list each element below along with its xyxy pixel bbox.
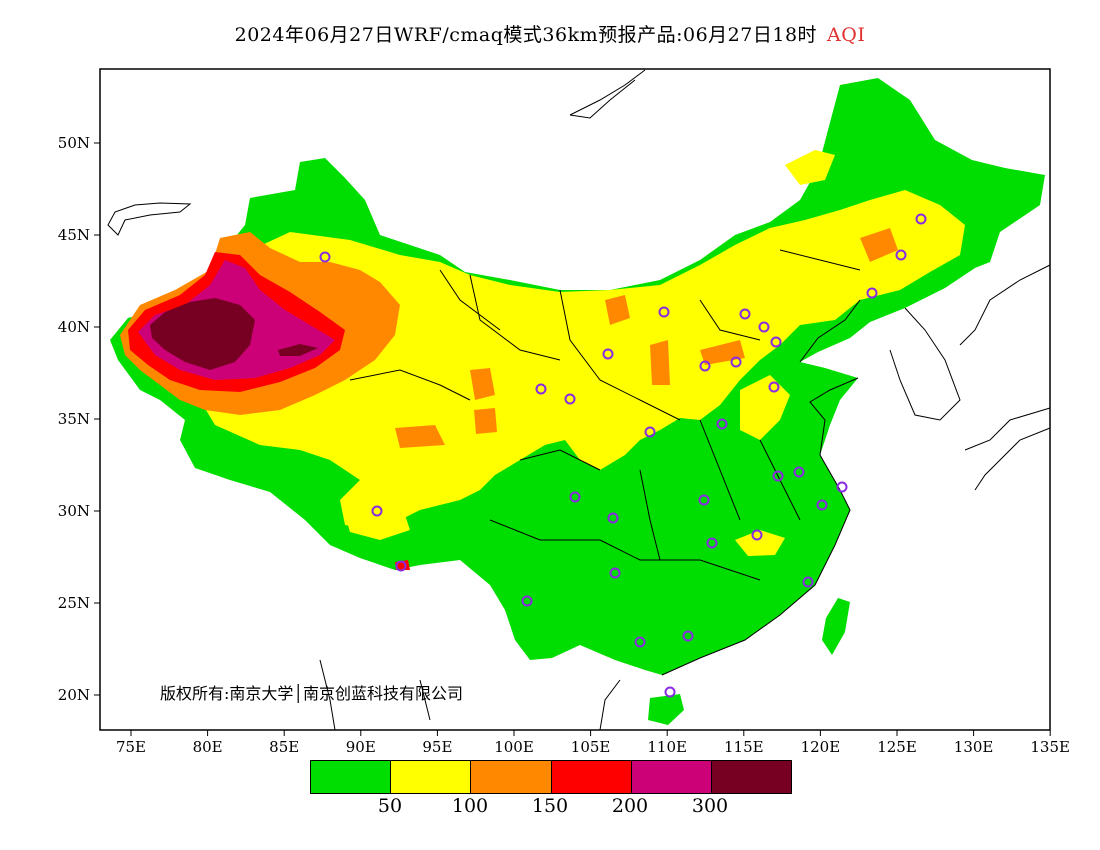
lat-label-20N: 20N	[58, 686, 90, 704]
region-maroon-east	[278, 344, 318, 356]
longitude-labels: 75E 80E 85E 90E 95E 100E 105E 110E 115E 120E 125E 1…	[116, 730, 1070, 756]
legend-swatch	[471, 761, 552, 793]
legend-swatch	[311, 761, 392, 793]
kazakh-lake	[107, 202, 192, 236]
russia-coast	[959, 264, 1051, 346]
station-marker	[395, 560, 407, 572]
legend-tick-label: 100	[451, 795, 489, 817]
korea-coast	[889, 307, 961, 421]
region-yellow-ne	[785, 150, 835, 185]
station-marker	[644, 426, 656, 438]
lon-label-115E: 115E	[724, 738, 764, 756]
station-marker	[698, 494, 710, 506]
legend-tick-label: 200	[611, 795, 649, 817]
station-marker	[634, 636, 646, 648]
station-marker	[770, 336, 782, 348]
station-marker	[816, 499, 828, 511]
map-title: 2024年06月27日WRF/cmaq模式36km预报产品:06月27日18时 A…	[0, 20, 1100, 47]
station-marker	[521, 595, 533, 607]
station-marker	[602, 348, 614, 360]
station-marker	[739, 308, 751, 320]
region-yellow-tibet	[345, 495, 410, 540]
region-orange-blob4	[650, 340, 670, 385]
station-marker	[658, 306, 670, 318]
station-marker	[371, 505, 383, 517]
station-marker	[730, 356, 742, 368]
station-markers	[319, 213, 927, 698]
station-marker	[866, 287, 878, 299]
station-marker	[772, 470, 784, 482]
legend-swatch	[631, 761, 712, 793]
lon-label-100E: 100E	[494, 738, 534, 756]
lat-label-30N: 30N	[58, 502, 90, 520]
legend-swatch	[551, 761, 632, 793]
station-marker	[569, 491, 581, 503]
station-marker	[802, 576, 814, 588]
region-orange-blob5	[860, 228, 898, 262]
lon-label-105E: 105E	[571, 738, 611, 756]
lon-label-85E: 85E	[269, 738, 299, 756]
region-maroon	[150, 298, 255, 370]
lon-label-75E: 75E	[116, 738, 146, 756]
lon-label-135E: 135E	[1030, 738, 1070, 756]
legend-swatch	[711, 761, 792, 793]
region-taiwan	[822, 598, 850, 655]
legend-tick-label: 50	[377, 795, 403, 817]
lon-label-90E: 90E	[346, 738, 376, 756]
map-fill	[110, 78, 1045, 725]
station-marker	[706, 537, 718, 549]
legend-tick-label: 300	[691, 795, 729, 817]
station-marker	[895, 249, 907, 261]
lon-label-120E: 120E	[801, 738, 841, 756]
station-marker	[564, 393, 576, 405]
station-marker	[319, 251, 331, 263]
station-marker	[699, 360, 711, 372]
legend-swatch	[391, 761, 472, 793]
title-main: 2024年06月27日WRF/cmaq模式36km预报产品:06月27日18时	[234, 24, 818, 46]
lon-label-125E: 125E	[877, 738, 917, 756]
lon-label-80E: 80E	[193, 738, 223, 756]
station-marker	[915, 213, 927, 225]
station-marker	[716, 418, 728, 430]
station-marker	[836, 481, 848, 493]
coastline-east	[661, 377, 859, 676]
region-yellow-east	[740, 375, 790, 440]
lat-label-25N: 25N	[58, 594, 90, 612]
lon-label-130E: 130E	[954, 738, 994, 756]
color-legend	[310, 760, 792, 794]
japan-coast	[964, 407, 1051, 491]
station-marker	[682, 630, 694, 642]
station-marker	[607, 512, 619, 524]
lat-label-50N: 50N	[58, 134, 90, 152]
latitude-labels: 50N 45N 40N 35N 30N 25N 20N	[58, 134, 100, 704]
region-yellow	[185, 190, 965, 530]
station-marker	[664, 686, 676, 698]
station-marker	[751, 529, 763, 541]
bohai-coast	[799, 299, 861, 363]
station-marker	[758, 321, 770, 333]
region-orange-blob7	[474, 408, 497, 434]
region-orange-blob1	[470, 368, 495, 400]
station-marker	[535, 383, 547, 395]
lat-label-35N: 35N	[58, 410, 90, 428]
station-marker	[609, 567, 621, 579]
region-orange-blob3	[605, 295, 630, 325]
se-asia-coast	[319, 659, 621, 731]
lat-label-45N: 45N	[58, 226, 90, 244]
region-hainan	[648, 694, 684, 725]
lon-label-110E: 110E	[647, 738, 687, 756]
copyright-text: 版权所有:南京大学│南京创蓝科技有限公司	[160, 684, 464, 703]
station-marker	[768, 381, 780, 393]
title-variable: AQI	[827, 24, 866, 46]
lon-label-95E: 95E	[422, 738, 452, 756]
region-orange-blob2	[395, 425, 445, 448]
map-borders	[107, 69, 1051, 731]
station-marker	[793, 466, 805, 478]
lat-label-40N: 40N	[58, 318, 90, 336]
legend-tick-label: 150	[531, 795, 569, 817]
region-yellow-south	[735, 530, 785, 556]
lake-outline	[569, 69, 646, 119]
